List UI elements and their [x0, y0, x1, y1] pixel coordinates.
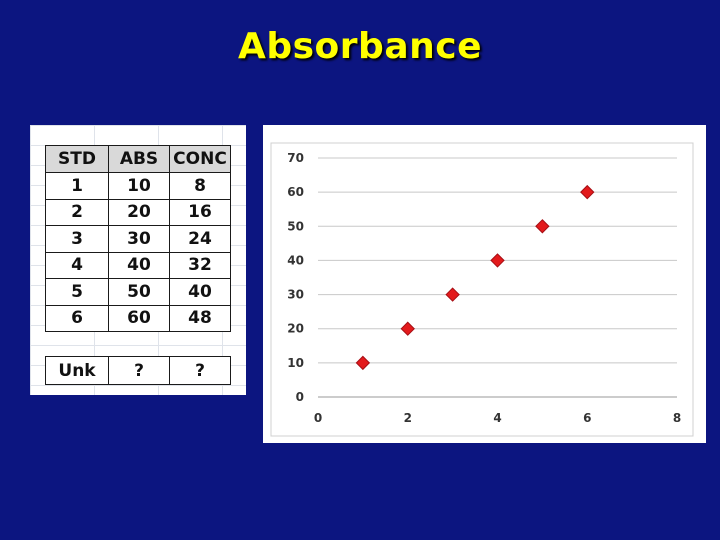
unknown-row: Unk ? ?: [45, 356, 231, 385]
y-tick-label: 10: [287, 356, 304, 370]
standards-table: STD ABS CONC 1 10 8 2 20 16 3 30 24 4 40: [45, 145, 231, 332]
cell-conc: 48: [169, 304, 231, 332]
cell-abs: 20: [108, 198, 170, 226]
table-row: 6 60 48: [45, 304, 231, 332]
x-tick-label: 2: [404, 411, 412, 425]
cell-conc: 32: [169, 251, 231, 279]
x-tick-label: 8: [673, 411, 681, 425]
x-tick-label: 0: [314, 411, 322, 425]
scatter-chart: 0 10 20 30 40 50 60 70 0 2 4 6 8: [270, 142, 694, 437]
table-header-row: STD ABS CONC: [45, 145, 231, 173]
cell-std: 6: [45, 304, 109, 332]
cell-conc: 16: [169, 198, 231, 226]
header-std: STD: [45, 145, 109, 173]
cell-unk-conc: ?: [169, 356, 231, 385]
cell-std: 5: [45, 278, 109, 306]
data-point: [580, 184, 595, 200]
cell-conc: 24: [169, 225, 231, 253]
slide-title: Absorbance: [238, 26, 482, 67]
cell-std: 1: [45, 172, 109, 200]
y-tick-label: 0: [296, 390, 304, 404]
cell-abs: 10: [108, 172, 170, 200]
table-row: 5 50 40: [45, 278, 231, 306]
data-point: [445, 287, 460, 302]
plot-frame: [270, 142, 694, 437]
data-point: [355, 355, 371, 371]
y-tick-label: 60: [287, 185, 304, 199]
cell-abs: 30: [108, 225, 170, 253]
y-tick-label: 40: [287, 253, 304, 267]
y-tick-label: 20: [287, 322, 304, 336]
header-conc: CONC: [169, 145, 231, 173]
header-abs: ABS: [108, 145, 170, 173]
y-tick-label: 30: [287, 288, 304, 302]
y-tick-label: 50: [287, 219, 304, 233]
cell-unk-label: Unk: [45, 356, 109, 385]
unknown-table: Unk ? ?: [45, 356, 231, 385]
data-point: [400, 321, 415, 336]
cell-std: 4: [45, 251, 109, 279]
y-tick-label: 70: [287, 151, 304, 165]
cell-abs: 40: [108, 251, 170, 279]
cell-std: 3: [45, 225, 109, 253]
cell-conc: 40: [169, 278, 231, 306]
x-tick-label: 6: [583, 411, 591, 425]
x-tick-label: 4: [493, 411, 501, 425]
cell-std: 2: [45, 198, 109, 226]
cell-conc: 8: [169, 172, 231, 200]
data-point: [535, 219, 550, 234]
table-row: 2 20 16: [45, 198, 231, 226]
cell-abs: 60: [108, 304, 170, 332]
table-row: 3 30 24: [45, 225, 231, 253]
cell-unk-abs: ?: [108, 356, 170, 385]
chart-panel: 0 10 20 30 40 50 60 70 0 2 4 6 8: [263, 125, 706, 443]
cell-abs: 50: [108, 278, 170, 306]
table-row: 1 10 8: [45, 172, 231, 200]
data-table-panel: STD ABS CONC 1 10 8 2 20 16 3 30 24 4 40: [30, 125, 246, 395]
table-row: 4 40 32: [45, 251, 231, 279]
data-point: [490, 253, 505, 268]
